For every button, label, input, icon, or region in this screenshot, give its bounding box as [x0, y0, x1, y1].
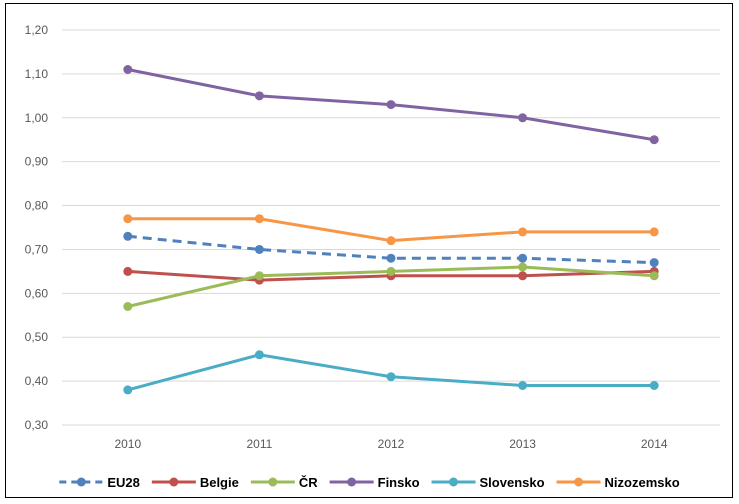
data-point [254, 91, 264, 101]
data-point [123, 65, 133, 74]
series-line [127, 234, 655, 265]
legend-label: Nizozemsko [605, 475, 680, 490]
data-point [123, 266, 133, 276]
data-point [254, 244, 264, 254]
series-finsko [123, 65, 659, 145]
legend-label: Finsko [378, 475, 420, 490]
data-point [386, 266, 396, 276]
y-tick-label: 0,30 [25, 418, 49, 432]
legend-item-finsko: Finsko [329, 475, 420, 490]
data-point [649, 135, 659, 145]
y-tick-label: 0,60 [25, 286, 49, 300]
data-point [518, 253, 528, 263]
data-point [123, 214, 133, 224]
legend-marker [574, 477, 584, 487]
data-point [518, 113, 528, 123]
x-tick-label: 2012 [378, 437, 405, 451]
data-point [386, 100, 396, 110]
y-tick-label: 0,90 [25, 155, 49, 169]
data-point [386, 253, 396, 263]
data-point [123, 385, 133, 395]
y-tick-label: 0,80 [25, 199, 49, 213]
data-point [386, 372, 396, 382]
legend-marker [268, 477, 278, 487]
y-tick-label: 1,20 [25, 23, 49, 37]
x-tick-label: 2014 [641, 437, 668, 451]
data-point [254, 350, 264, 360]
legend-marker [76, 477, 86, 487]
legend-item-čr: ČR [250, 475, 318, 490]
data-point [649, 271, 659, 281]
data-point [123, 302, 133, 311]
legend-marker [449, 477, 459, 487]
series-nizozemsko [123, 214, 659, 246]
legend: EU28 Belgie ČR Finsko Slovensko Nizozemsko [59, 475, 680, 490]
x-axis-ticks: 2010 2011 2012 2013 2014 [114, 437, 667, 451]
legend-label: Belgie [200, 475, 239, 490]
y-tick-label: 0,70 [25, 242, 49, 256]
x-tick-label: 2013 [509, 437, 536, 451]
legend-marker [347, 477, 357, 487]
legend-label: EU28 [107, 475, 140, 490]
series-lines [123, 65, 659, 395]
chart-frame [5, 3, 733, 498]
gridlines [62, 29, 720, 426]
y-axis-ticks: 0,30 0,40 0,50 0,60 0,70 0,80 0,90 1,00 1,10 1,20 [25, 23, 49, 432]
data-point [518, 262, 528, 272]
legend-item-nizozemsko: Nizozemsko [556, 475, 680, 490]
data-point [386, 236, 396, 246]
data-point [254, 271, 264, 281]
data-point [518, 227, 528, 237]
legend-label: Slovensko [480, 475, 545, 490]
series-eu28 [123, 231, 659, 268]
series-čr [123, 262, 659, 311]
y-tick-label: 1,10 [25, 67, 49, 81]
data-point [123, 231, 133, 241]
y-tick-label: 0,40 [25, 374, 49, 388]
legend-item-slovensko: Slovensko [431, 475, 545, 490]
legend-item-eu28: EU28 [59, 475, 140, 490]
data-point [254, 214, 264, 224]
y-tick-label: 0,50 [25, 330, 49, 344]
x-tick-label: 2011 [246, 437, 272, 451]
x-tick-label: 2010 [114, 437, 141, 451]
y-tick-label: 1,00 [25, 111, 49, 125]
legend-label: ČR [299, 475, 318, 490]
data-point [518, 381, 528, 390]
data-point [649, 381, 659, 390]
legend-item-belgie: Belgie [151, 475, 239, 490]
series-slovensko [123, 350, 659, 395]
data-point [649, 258, 659, 268]
data-point [649, 227, 659, 237]
data-point [518, 271, 528, 281]
legend-marker [169, 477, 179, 487]
